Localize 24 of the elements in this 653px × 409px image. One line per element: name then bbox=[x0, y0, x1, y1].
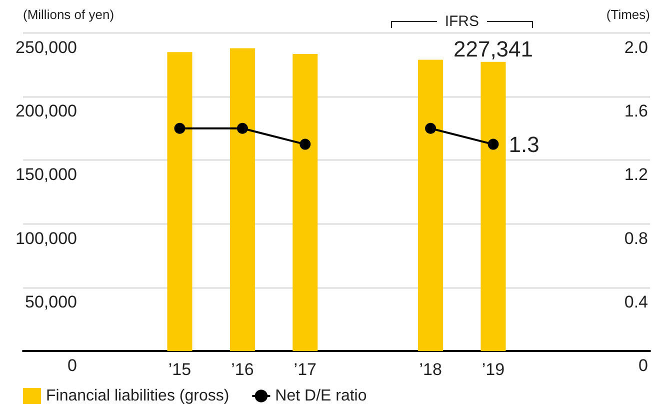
y2-tick-label: 0.8 bbox=[624, 228, 648, 248]
y-tick-label: 50,000 bbox=[25, 292, 77, 312]
y2-tick-label: 0.4 bbox=[624, 292, 648, 312]
data-label: 1.3 bbox=[508, 132, 540, 157]
y-tick-label: 200,000 bbox=[16, 102, 77, 121]
y2-tick-label: 1.6 bbox=[624, 102, 648, 121]
data-label: 227,341 bbox=[453, 36, 534, 62]
x-tick-label: ’16 bbox=[231, 360, 254, 379]
legend-label: Financial liabilities (gross) bbox=[46, 388, 230, 404]
y-axis-title: (Millions of yen) bbox=[23, 7, 114, 22]
y2-tick-label: 2.0 bbox=[624, 38, 648, 57]
x-tick-label: ’19 bbox=[482, 360, 505, 379]
legend-label: Net D/E ratio bbox=[275, 388, 367, 404]
text: IFRS bbox=[444, 12, 480, 30]
y-tick-label: 0 bbox=[68, 356, 77, 375]
y-tick-label: 150,000 bbox=[16, 165, 77, 184]
x-tick-label: ’18 bbox=[419, 360, 442, 379]
y2-tick-label: 1.2 bbox=[624, 165, 648, 184]
x-tick-label: ’15 bbox=[168, 360, 192, 379]
y-tick-label: 100,000 bbox=[16, 228, 77, 248]
y-tick-label: 250,000 bbox=[16, 38, 77, 57]
x-tick-label: ’17 bbox=[294, 360, 316, 379]
y2-axis-title: (Times) bbox=[606, 7, 650, 22]
y2-tick-label: 0 bbox=[638, 356, 648, 375]
